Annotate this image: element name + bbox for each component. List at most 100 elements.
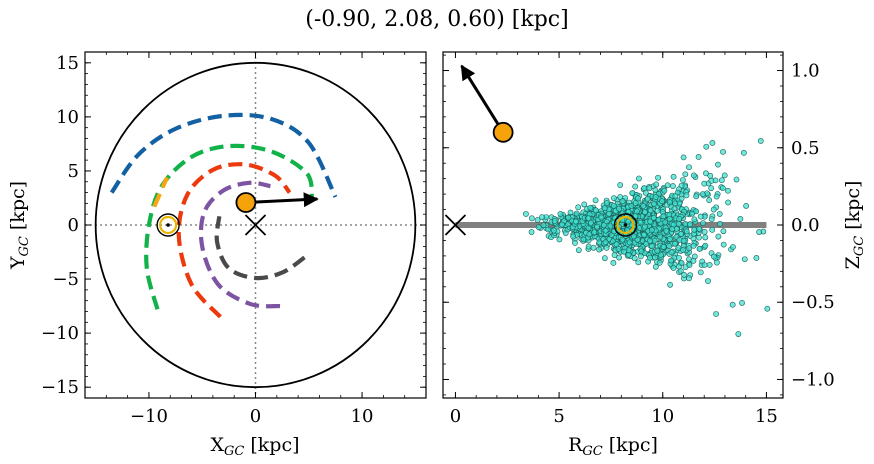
star-point bbox=[572, 218, 579, 225]
star-point bbox=[610, 259, 617, 266]
star-point bbox=[719, 185, 726, 191]
star-point bbox=[714, 259, 720, 266]
left-xtick-label: 0 bbox=[250, 406, 261, 427]
star-point bbox=[534, 217, 541, 223]
star-point bbox=[631, 233, 637, 240]
star-point bbox=[636, 175, 642, 182]
star-point bbox=[689, 210, 696, 217]
left-ticks: −10 0 10 −15 −10 −5 0 5 10 15 bbox=[41, 51, 427, 427]
star-point bbox=[598, 214, 605, 221]
star-point bbox=[626, 239, 633, 246]
star-point bbox=[587, 219, 594, 226]
star-point bbox=[649, 227, 655, 233]
star-point bbox=[635, 259, 642, 266]
star-point bbox=[585, 215, 592, 222]
star-point bbox=[705, 278, 711, 284]
star-point bbox=[592, 207, 599, 214]
star-point bbox=[703, 143, 710, 150]
star-point bbox=[625, 218, 632, 225]
star-point bbox=[657, 251, 664, 258]
star-point bbox=[725, 187, 731, 194]
star-point bbox=[668, 249, 675, 256]
star-point bbox=[696, 225, 703, 232]
star-point bbox=[686, 164, 692, 171]
star-point bbox=[710, 253, 717, 260]
right-ytick-label: 0.5 bbox=[791, 138, 820, 159]
star-point bbox=[666, 199, 673, 206]
star-point bbox=[603, 244, 610, 251]
star-point bbox=[702, 234, 709, 241]
star-point bbox=[720, 148, 726, 155]
star-point bbox=[648, 243, 655, 249]
star-point bbox=[709, 226, 716, 233]
star-point bbox=[709, 140, 716, 146]
star-point bbox=[715, 161, 721, 168]
star-point bbox=[708, 216, 715, 223]
star-point bbox=[613, 241, 620, 248]
star-point bbox=[668, 257, 675, 264]
star-point bbox=[652, 254, 658, 261]
star-point bbox=[575, 247, 582, 254]
star-point bbox=[678, 231, 684, 237]
spiral-arm-0 bbox=[109, 112, 338, 198]
star-point bbox=[619, 236, 626, 243]
star-point bbox=[619, 198, 626, 205]
star-point bbox=[682, 171, 689, 178]
left-ytick-label: 5 bbox=[68, 161, 79, 182]
star-point bbox=[631, 255, 638, 262]
velocity-arrow-right bbox=[460, 64, 505, 134]
star-point bbox=[757, 138, 764, 144]
star-point bbox=[591, 229, 598, 236]
star-point bbox=[703, 170, 709, 177]
star-point bbox=[701, 228, 708, 235]
right-panel: 0 5 10 15 −1.0 −0.5 0.0 0.5 1.0 RGC [kpc] ZGC [k… bbox=[442, 51, 867, 459]
star-point bbox=[587, 204, 594, 211]
right-xtick-label: 0 bbox=[450, 406, 461, 427]
right-ytick-label: 0.0 bbox=[791, 215, 820, 236]
star-point bbox=[570, 233, 577, 240]
star-point bbox=[676, 215, 683, 222]
star-point bbox=[652, 194, 659, 200]
star-point bbox=[590, 244, 597, 251]
left-xtick-label: 10 bbox=[351, 406, 374, 427]
star-point bbox=[729, 301, 736, 308]
star-point bbox=[690, 242, 697, 249]
left-ytick-label: 10 bbox=[56, 107, 79, 128]
star-point bbox=[629, 190, 636, 197]
star-point bbox=[707, 172, 714, 179]
left-xlabel: XGC [kpc] bbox=[210, 434, 299, 459]
star-point bbox=[733, 176, 740, 183]
velocity-arrow bbox=[245, 192, 319, 208]
star-point bbox=[647, 218, 654, 225]
star-point bbox=[681, 272, 687, 278]
star-point bbox=[680, 237, 687, 244]
star-point bbox=[708, 177, 715, 184]
star-point bbox=[669, 226, 676, 232]
star-point bbox=[643, 240, 650, 247]
star-point bbox=[653, 181, 660, 188]
star-point bbox=[644, 195, 651, 202]
star-point bbox=[556, 236, 563, 243]
star-point bbox=[683, 228, 690, 235]
star-points bbox=[523, 138, 771, 337]
star-point bbox=[601, 205, 608, 212]
star-point bbox=[700, 220, 706, 227]
star-point bbox=[702, 242, 709, 249]
star-point bbox=[617, 194, 624, 200]
spiral-arm-1 bbox=[144, 143, 315, 310]
star-point bbox=[696, 245, 703, 252]
spiral-arm-5 bbox=[214, 216, 306, 281]
star-point bbox=[559, 221, 565, 228]
star-point bbox=[654, 207, 661, 214]
star-point bbox=[617, 182, 624, 188]
left-ytick-label: 0 bbox=[68, 215, 79, 236]
star-point bbox=[680, 247, 686, 253]
right-ytick-label: 1.0 bbox=[791, 61, 820, 82]
star-point bbox=[642, 189, 649, 196]
star-point bbox=[606, 210, 612, 217]
right-xtick-label: 5 bbox=[553, 406, 564, 427]
star-point bbox=[650, 214, 657, 221]
right-ytick-label: −0.5 bbox=[791, 292, 835, 313]
star-point bbox=[667, 281, 674, 288]
star-point bbox=[523, 211, 529, 217]
